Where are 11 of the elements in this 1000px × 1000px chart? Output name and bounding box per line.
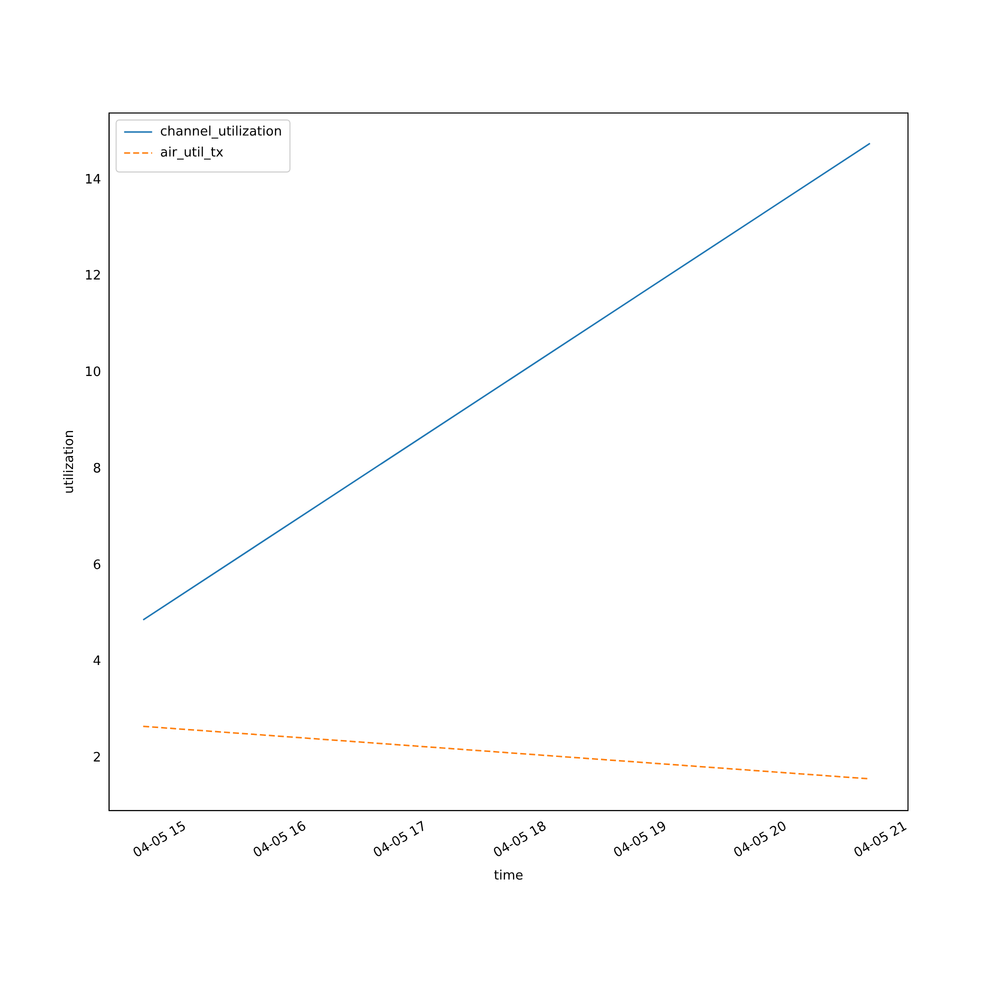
y-tick-label: 6 bbox=[92, 558, 102, 573]
y-tick-label: 14 bbox=[84, 172, 102, 188]
y-axis-title: utilization bbox=[62, 430, 78, 494]
y-tick-label: 12 bbox=[84, 268, 102, 284]
legend-label: channel_utilization bbox=[160, 124, 282, 140]
y-tick-label: 4 bbox=[92, 654, 102, 670]
y-tick-label: 10 bbox=[84, 365, 102, 380]
x-axis-title: time bbox=[494, 868, 524, 884]
y-tick-label: 2 bbox=[92, 750, 102, 766]
y-tick-label: 8 bbox=[92, 461, 102, 476]
legend-label: air_util_tx bbox=[160, 145, 224, 160]
